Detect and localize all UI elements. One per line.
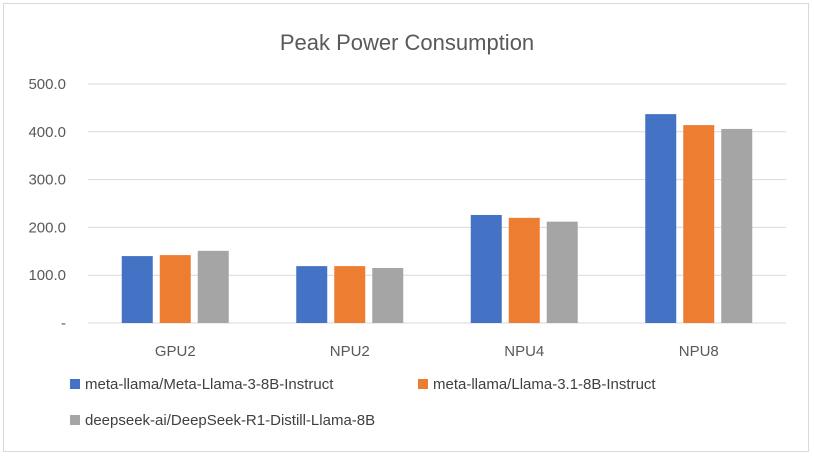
legend-label: meta-llama/Meta-Llama-3-8B-Instruct bbox=[85, 376, 334, 393]
bar-npu2-series-2 bbox=[334, 266, 366, 323]
bar-gpu2-series-3 bbox=[197, 250, 229, 323]
bar-gpu2-series-1 bbox=[121, 256, 153, 323]
bar-npu8-series-1 bbox=[645, 114, 677, 323]
bars bbox=[121, 114, 753, 323]
bar-npu4-series-2 bbox=[508, 217, 540, 323]
x-tick-label: GPU2 bbox=[155, 343, 196, 360]
bar-npu2-series-1 bbox=[296, 266, 328, 323]
x-axis-ticks: GPU2 NPU2 NPU4 NPU8 bbox=[155, 343, 719, 360]
y-tick-label: 200.0 bbox=[28, 219, 66, 236]
bar-npu4-series-1 bbox=[470, 214, 502, 323]
gridlines bbox=[88, 83, 786, 324]
x-tick-label: NPU8 bbox=[679, 343, 719, 360]
bar-npu4-series-3 bbox=[546, 221, 578, 323]
chart-title: Peak Power Consumption bbox=[280, 30, 534, 55]
legend: meta-llama/Meta-Llama-3-8B-Instruct meta-… bbox=[70, 376, 656, 429]
bar-npu8-series-3 bbox=[721, 128, 753, 323]
bar-npu2-series-3 bbox=[372, 268, 404, 323]
y-tick-label: 300.0 bbox=[28, 172, 66, 189]
y-axis-ticks: - 100.0 200.0 300.0 400.0 500.0 bbox=[28, 76, 66, 332]
legend-label: deepseek-ai/DeepSeek-R1-Distill-Llama-8B bbox=[85, 412, 375, 429]
bar-npu8-series-2 bbox=[683, 125, 715, 323]
y-tick-label: 400.0 bbox=[28, 124, 66, 141]
y-tick-label: 100.0 bbox=[28, 267, 66, 284]
x-tick-label: NPU2 bbox=[330, 343, 370, 360]
legend-swatch bbox=[70, 415, 80, 425]
y-tick-label: 500.0 bbox=[28, 76, 66, 93]
bar-gpu2-series-2 bbox=[159, 255, 191, 323]
y-tick-label: - bbox=[61, 315, 66, 332]
legend-label: meta-llama/Llama-3.1-8B-Instruct bbox=[433, 376, 656, 393]
legend-swatch bbox=[70, 379, 80, 389]
x-tick-label: NPU4 bbox=[504, 343, 544, 360]
legend-swatch bbox=[418, 379, 428, 389]
